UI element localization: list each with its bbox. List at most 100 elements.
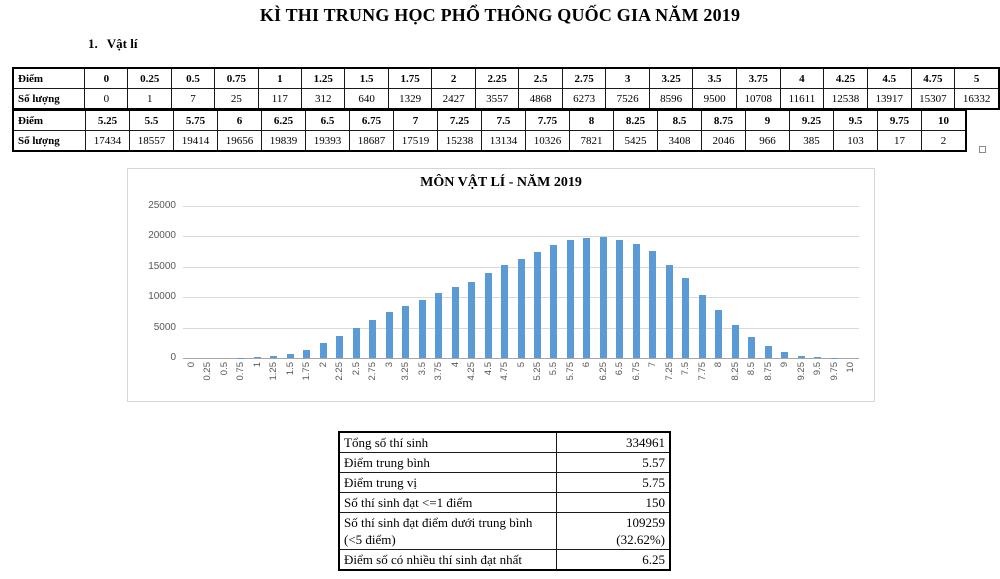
score-cell: 6 <box>217 109 262 131</box>
score-cell: 1.75 <box>387 67 433 89</box>
bar <box>797 355 805 358</box>
y-axis-label: 15000 <box>148 260 176 272</box>
score-cell: 2.25 <box>474 67 520 89</box>
count-cell: 7 <box>170 88 216 110</box>
bar <box>649 251 657 358</box>
bar <box>781 352 789 358</box>
x-axis-label: 5 <box>515 362 527 368</box>
bar <box>352 328 360 358</box>
bar <box>336 336 344 358</box>
gridline <box>183 358 859 359</box>
summary-table: Tổng số thí sinh 334961 Điểm trung bình 5.5… <box>338 431 671 571</box>
summary-label: Điểm số có nhiều thí sinh đạt nhất <box>338 549 557 571</box>
score-cell: 5 <box>954 67 1000 89</box>
bar <box>566 239 574 358</box>
y-axis-label: 0 <box>170 352 176 363</box>
score-cell: 6.5 <box>305 109 350 131</box>
count-cell: 2 <box>921 130 967 152</box>
bar <box>303 349 311 358</box>
count-cell: 13134 <box>481 130 526 152</box>
summary-row: Số thí sinh đạt <=1 điểm 150 <box>338 492 671 513</box>
x-axis-label: 6 <box>581 362 593 368</box>
score-cell: 3.5 <box>692 67 737 89</box>
score-cell: 4.5 <box>866 67 912 89</box>
x-axis-label: 7.25 <box>663 362 675 381</box>
score-distribution-chart: MÔN VẬT LÍ - NĂM 2019 0 5000 10000 15000 200… <box>127 168 875 402</box>
x-axis-label: 4 <box>449 362 461 368</box>
bar <box>253 357 261 358</box>
score-row-header: Điểm <box>12 67 86 89</box>
summary-row: Điểm trung vị 5.75 <box>338 472 671 493</box>
score-cell: 2.75 <box>561 67 607 89</box>
bar <box>533 252 541 358</box>
summary-label: Tổng số thí sinh <box>338 431 557 453</box>
x-axis-label: 9 <box>779 362 791 368</box>
score-cell: 10 <box>921 109 967 131</box>
x-axis-label: 8.75 <box>762 362 774 381</box>
count-cell: 25 <box>214 88 259 110</box>
bar <box>764 345 772 358</box>
x-axis-label: 8 <box>713 362 725 368</box>
summary-value: 6.25 <box>556 549 671 571</box>
count-cell: 103 <box>833 130 878 152</box>
x-axis-label: 6.5 <box>614 362 626 376</box>
count-cell: 0 <box>84 88 129 110</box>
bar <box>451 287 459 358</box>
bar <box>286 354 294 358</box>
x-axis-label: 0 <box>185 362 197 368</box>
count-cell: 2046 <box>701 130 746 152</box>
score-cell: 7.25 <box>437 109 482 131</box>
bar <box>748 337 756 358</box>
x-axis-label: 4.25 <box>466 362 478 381</box>
summary-value: 5.57 <box>556 452 671 473</box>
score-cell: 7.5 <box>481 109 526 131</box>
count-cell: 19393 <box>305 130 350 152</box>
count-cell: 17 <box>877 130 922 152</box>
summary-row: Số thí sinh đạt điểm dưới trung bình (<5… <box>338 512 671 550</box>
bar <box>550 245 558 358</box>
score-cell: 8.75 <box>701 109 746 131</box>
x-axis-label: 5.75 <box>564 362 576 381</box>
x-axis-label: 1.5 <box>284 362 296 376</box>
bar <box>517 258 525 358</box>
x-axis-label: 3.5 <box>416 362 428 376</box>
summary-label: Điểm trung vị <box>338 472 557 493</box>
page-title: KÌ THI TRUNG HỌC PHỔ THÔNG QUỐC GIA NĂM … <box>259 5 741 25</box>
y-axis-label: 20000 <box>148 230 176 242</box>
score-cell: 4 <box>779 67 825 89</box>
bar <box>616 240 624 358</box>
score-cell: 6.25 <box>261 109 306 131</box>
score-cell: 3 <box>605 67 650 89</box>
score-cell: 8 <box>569 109 614 131</box>
section-number: 1. <box>88 36 98 51</box>
summary-section: Tổng số thí sinh 334961 Điểm trung bình 5.5… <box>338 431 671 571</box>
count-cell: 12538 <box>823 88 868 110</box>
count-cell: 1329 <box>387 88 433 110</box>
count-cell: 2427 <box>431 88 476 110</box>
count-cell: 7526 <box>605 88 650 110</box>
score-cell: 5.75 <box>173 109 218 131</box>
bar <box>599 237 607 358</box>
count-row-header: Số lượng <box>12 130 86 152</box>
count-cell: 1 <box>127 88 172 110</box>
score-cell: 8.25 <box>613 109 658 131</box>
bar <box>501 264 508 358</box>
x-axis-label: 4.5 <box>482 362 494 376</box>
count-cell: 18687 <box>349 130 394 152</box>
count-cell: 385 <box>789 130 834 152</box>
count-cell: 6273 <box>561 88 607 110</box>
x-axis-label: 1.25 <box>268 362 280 381</box>
gridline <box>183 236 859 238</box>
bar <box>814 357 822 358</box>
summary-value: 150 <box>556 492 671 513</box>
score-cell: 9.25 <box>789 109 834 131</box>
section-title: Vật lí <box>106 36 138 51</box>
y-axis-label: 5000 <box>153 321 176 333</box>
x-axis-label: 5.5 <box>548 362 560 376</box>
count-cell: 640 <box>344 88 389 110</box>
bar <box>270 356 278 358</box>
x-axis-label: 5.25 <box>531 362 543 381</box>
bar <box>385 312 393 358</box>
score-cell: 0 <box>84 67 129 89</box>
x-axis-label: 3 <box>383 362 395 368</box>
